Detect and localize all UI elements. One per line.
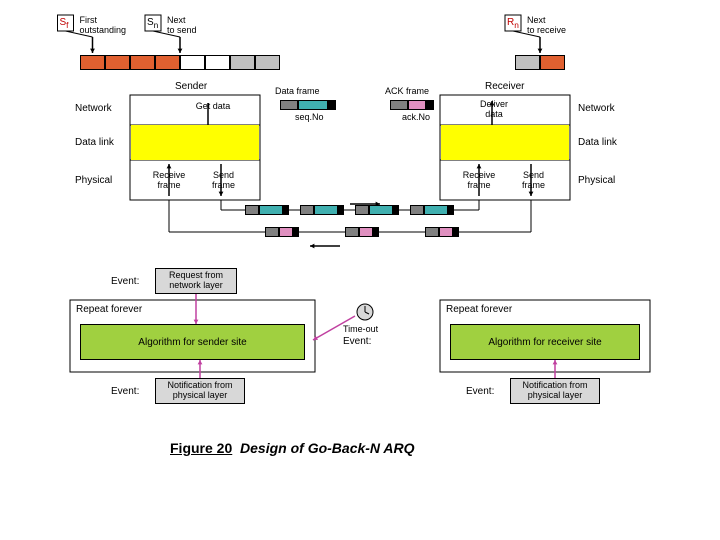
receiver-window-cell [515,55,540,70]
pointer-sn: Sn [147,17,158,30]
event-label-4: Event: [343,336,371,347]
sender-receive: Receiveframe [149,170,189,190]
event-label-1: Event: [111,276,139,287]
caption-title: Design of Go-Back-N ARQ [240,440,415,456]
event-notify-sender: Notification from physical layer [155,378,245,404]
pointer-sn-label: Nextto send [167,15,197,35]
caption-fig: Figure 20 [170,440,232,456]
pointer-rn: Rn [507,17,519,30]
layer-physical: Physical [75,175,112,186]
sender-window-cell [130,55,155,70]
sender-window-cell [105,55,130,70]
receiver-send: Sendframe [516,170,551,190]
sender-window-cell [255,55,280,70]
pointer-sf-label: Firstoutstanding [80,15,127,35]
receiver-receive: Receiveframe [459,170,499,190]
event-timeout: Time-out [343,324,378,334]
receiver-loop-repeat: Repeat forever [446,304,512,315]
event-notify-receiver: Notification from physical layer [510,378,600,404]
receiver-title: Receiver [485,81,524,92]
event-request: Request from network layer [155,268,237,294]
legend-seqno: seq.No [295,112,324,122]
sender-loop-algorithm: Algorithm for sender site [80,324,305,360]
event-label-3: Event: [466,386,494,397]
sender-window-cell [80,55,105,70]
layer-physical: Physical [578,175,615,186]
legend-data-frame: Data frame [275,86,320,96]
layer-datalink: Data link [578,137,617,148]
receiver-deliver: Deliverdata [474,99,514,119]
sender-title: Sender [175,81,207,92]
pointer-sf: Sf [60,17,69,30]
sender-window-cell [155,55,180,70]
event-label-2: Event: [111,386,139,397]
sender-window-cell [205,55,230,70]
legend-ackno: ack.No [402,112,430,122]
receiver-window-cell [540,55,565,70]
receiver-loop-algorithm: Algorithm for receiver site [450,324,640,360]
layer-datalink: Data link [75,137,114,148]
sender-loop-repeat: Repeat forever [76,304,142,315]
pointer-rn-label: Nextto receive [527,15,566,35]
layer-network: Network [75,103,112,114]
sender-getdata: Get data [188,101,238,111]
layer-network: Network [578,103,615,114]
sender-window-cell [180,55,205,70]
sender-send: Sendframe [206,170,241,190]
sender-window-cell [230,55,255,70]
legend-ack-frame: ACK frame [385,86,429,96]
